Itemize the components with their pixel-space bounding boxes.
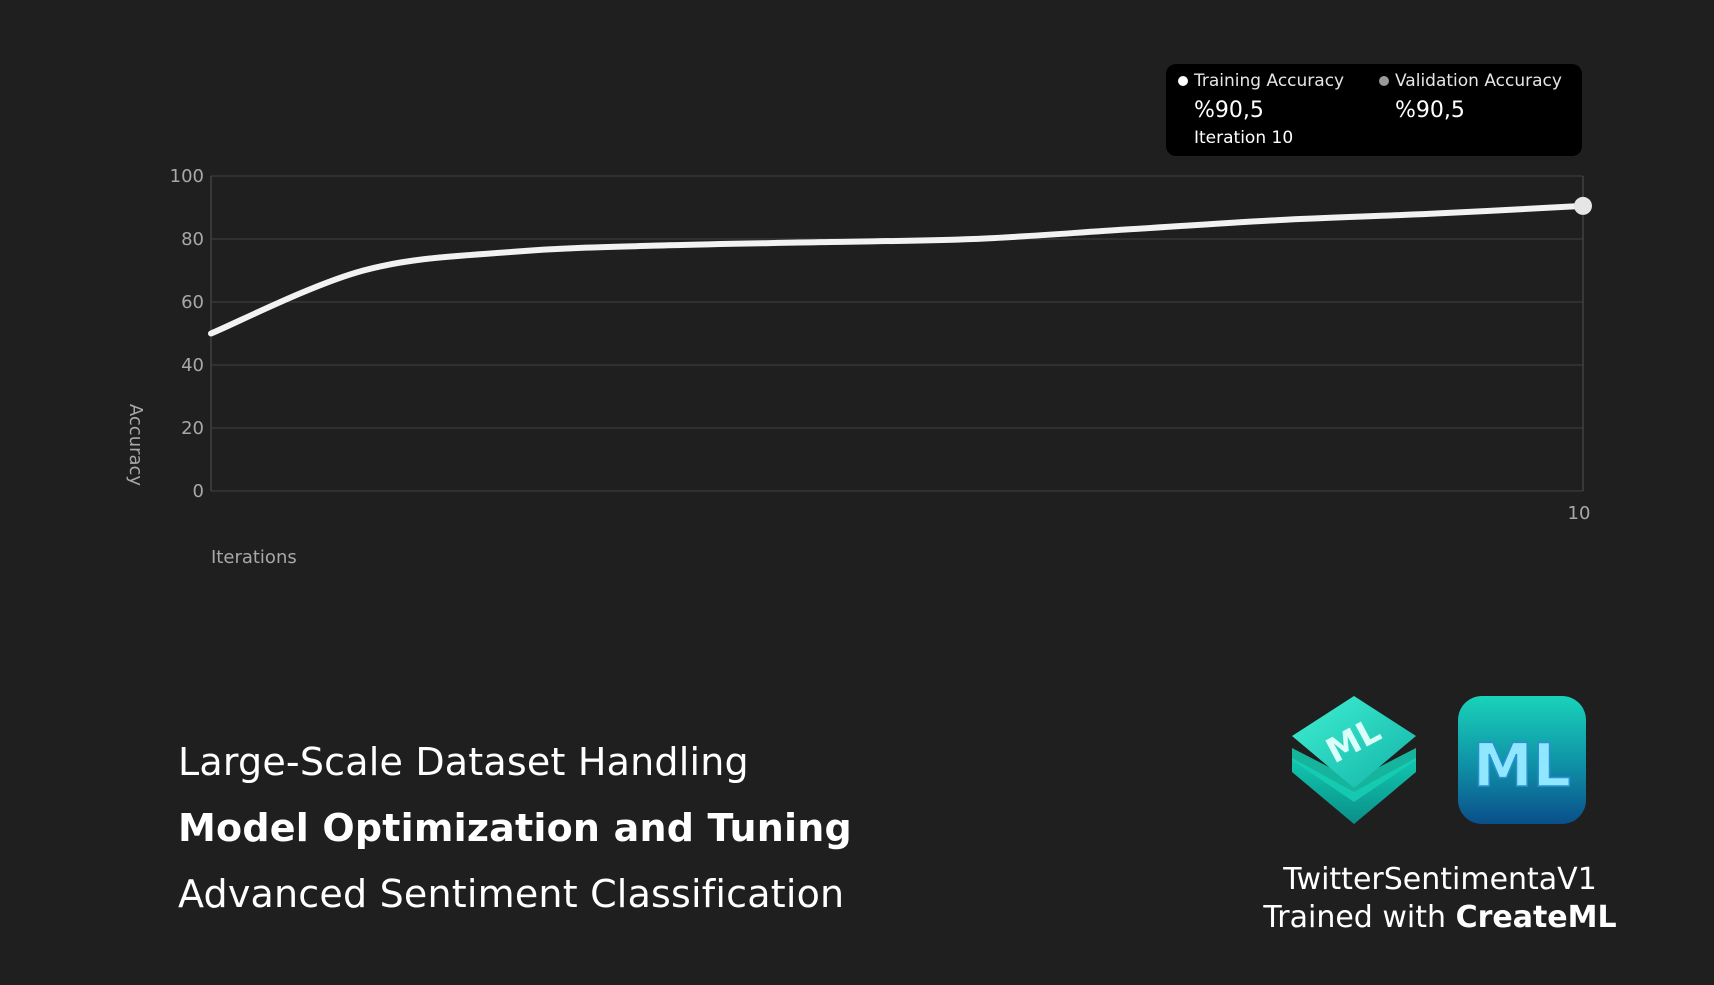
model-name: TwitterSentimentaV1 bbox=[1283, 862, 1597, 897]
y-axis-label: Accuracy bbox=[125, 404, 146, 487]
chart-axes: 0 20 40 60 80 100 10 bbox=[170, 166, 1591, 524]
y-tick-label: 80 bbox=[181, 229, 204, 250]
chart-tooltip: Training Accuracy %90,5 Validation Accur… bbox=[1166, 64, 1582, 156]
trained-prefix: Trained with bbox=[1263, 900, 1456, 935]
feature-sentiment-classification: Advanced Sentiment Classification bbox=[178, 872, 845, 916]
y-tick-label: 0 bbox=[193, 481, 204, 502]
chart-grid bbox=[211, 175, 1583, 492]
y-tick-label: 40 bbox=[181, 355, 204, 376]
y-tick-label: 100 bbox=[170, 166, 204, 187]
training-legend-dot bbox=[1178, 76, 1188, 86]
trained-with-line: Trained with CreateML bbox=[1180, 900, 1700, 935]
x-axis-label: Iterations bbox=[211, 547, 297, 568]
y-tick-label: 20 bbox=[181, 418, 204, 439]
createml-cube-icon: ML bbox=[1292, 696, 1416, 824]
createml-app-icon: ML bbox=[1458, 696, 1586, 824]
svg-text:ML: ML bbox=[1473, 731, 1571, 801]
feature-dataset-handling: Large-Scale Dataset Handling bbox=[178, 740, 749, 784]
validation-legend-label: Validation Accuracy bbox=[1395, 71, 1562, 91]
training-accuracy-value: %90,5 bbox=[1194, 98, 1264, 123]
chart-series bbox=[208, 196, 1592, 337]
training-accuracy-line bbox=[208, 202, 1586, 337]
y-tick-label: 60 bbox=[181, 292, 204, 313]
validation-legend-dot bbox=[1379, 76, 1389, 86]
feature-model-optimization: Model Optimization and Tuning bbox=[178, 806, 852, 850]
training-legend-label: Training Accuracy bbox=[1194, 71, 1345, 91]
x-tick-label: 10 bbox=[1568, 503, 1591, 524]
tooltip-iteration: Iteration 10 bbox=[1194, 128, 1294, 148]
validation-accuracy-value: %90,5 bbox=[1395, 98, 1465, 123]
trained-tool: CreateML bbox=[1455, 900, 1617, 935]
last-point-marker bbox=[1574, 196, 1592, 215]
